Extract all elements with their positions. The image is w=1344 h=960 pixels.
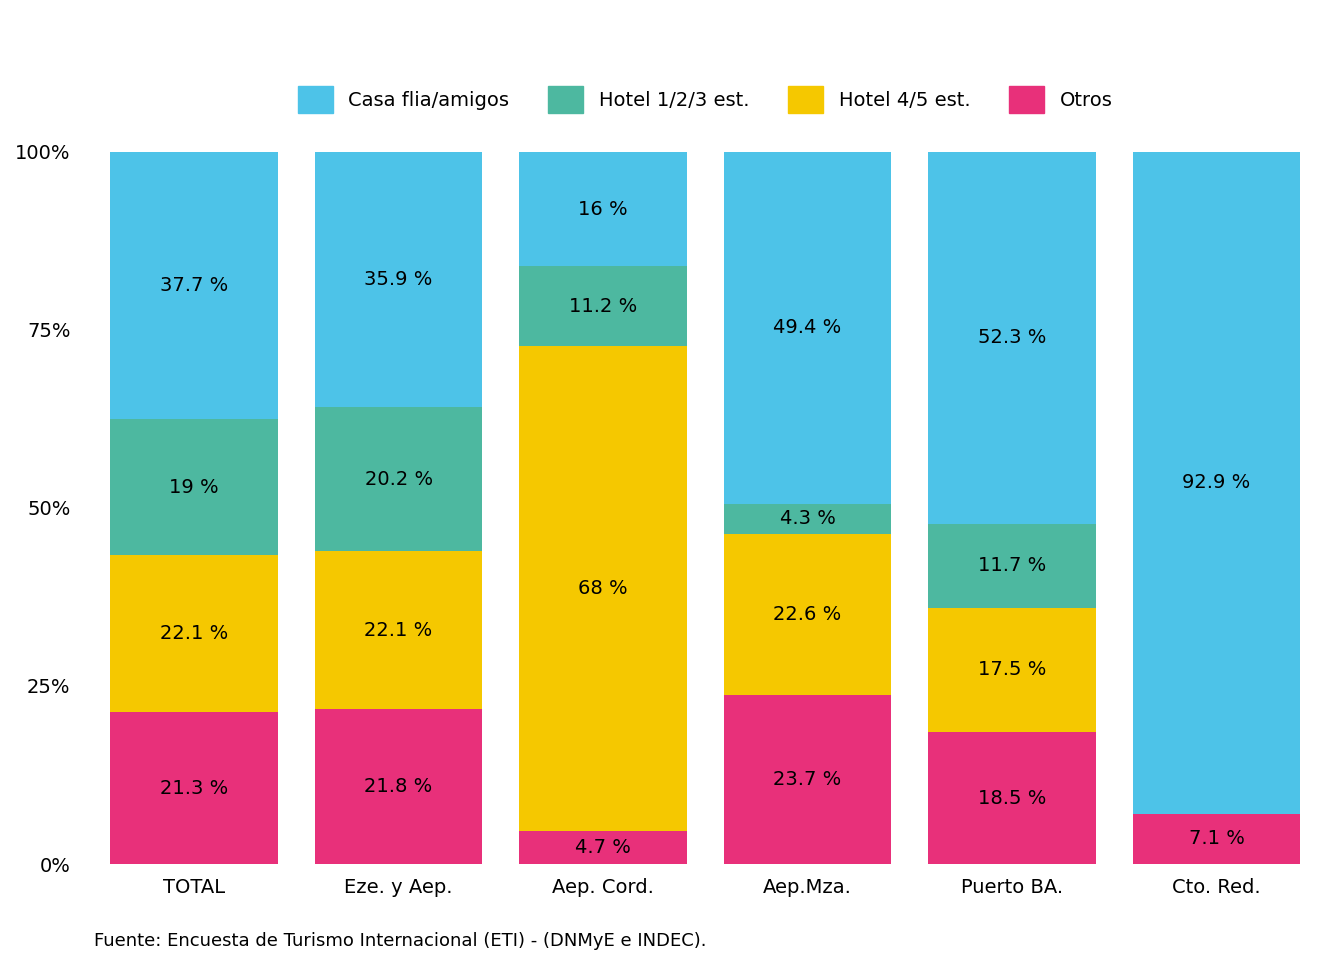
Bar <box>110 712 278 864</box>
Text: 35.9 %: 35.9 % <box>364 270 433 289</box>
Text: 17.5 %: 17.5 % <box>978 660 1046 680</box>
Bar <box>929 152 1095 524</box>
Text: 11.2 %: 11.2 % <box>569 297 637 316</box>
Bar <box>1133 152 1301 813</box>
Bar <box>314 407 482 551</box>
Bar <box>110 151 278 420</box>
Text: 7.1 %: 7.1 % <box>1188 829 1245 849</box>
Text: 22.1 %: 22.1 % <box>364 620 433 639</box>
Text: 20.2 %: 20.2 % <box>364 469 433 489</box>
Text: 19 %: 19 % <box>169 478 219 496</box>
Bar <box>110 420 278 555</box>
Bar <box>929 732 1095 864</box>
Text: 68 %: 68 % <box>578 579 628 598</box>
Bar <box>929 524 1095 608</box>
Text: 22.1 %: 22.1 % <box>160 624 228 643</box>
Bar <box>519 153 687 266</box>
Text: 18.5 %: 18.5 % <box>978 789 1046 807</box>
Text: 4.7 %: 4.7 % <box>575 838 630 857</box>
Text: 4.3 %: 4.3 % <box>780 510 836 528</box>
Text: 23.7 %: 23.7 % <box>773 770 841 789</box>
Legend: Casa flia/amigos, Hotel 1/2/3 est., Hotel 4/5 est., Otros: Casa flia/amigos, Hotel 1/2/3 est., Hote… <box>288 76 1122 123</box>
Text: 21.8 %: 21.8 % <box>364 777 433 796</box>
Text: 92.9 %: 92.9 % <box>1183 473 1251 492</box>
Bar <box>314 152 482 407</box>
Bar <box>110 555 278 712</box>
Text: 52.3 %: 52.3 % <box>978 328 1046 348</box>
Text: 37.7 %: 37.7 % <box>160 276 228 295</box>
Text: 11.7 %: 11.7 % <box>978 557 1046 575</box>
Text: 16 %: 16 % <box>578 200 628 219</box>
Bar <box>519 830 687 864</box>
Bar <box>723 152 891 504</box>
Bar <box>723 504 891 534</box>
Bar <box>723 534 891 695</box>
Text: 49.4 %: 49.4 % <box>773 318 841 337</box>
Text: Fuente: Encuesta de Turismo Internacional (ETI) - (DNMyE e INDEC).: Fuente: Encuesta de Turismo Internaciona… <box>94 932 707 950</box>
Bar <box>1133 813 1301 864</box>
Bar <box>519 266 687 347</box>
Bar <box>314 551 482 708</box>
Text: 22.6 %: 22.6 % <box>773 605 841 624</box>
Bar <box>314 708 482 864</box>
Bar <box>723 695 891 864</box>
Bar <box>929 608 1095 732</box>
Text: 21.3 %: 21.3 % <box>160 779 228 798</box>
Bar <box>519 347 687 830</box>
